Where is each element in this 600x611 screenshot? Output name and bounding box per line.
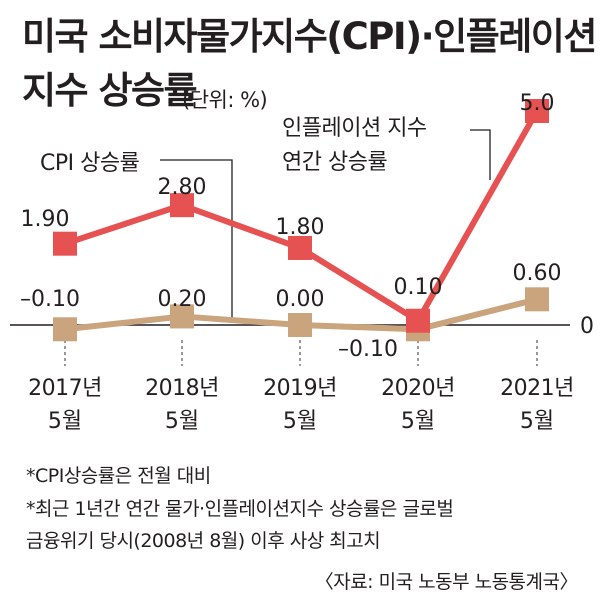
inflation-data-label: 0.10 xyxy=(394,275,443,300)
inflation-data-label: 2.80 xyxy=(158,175,207,200)
inflation-data-point xyxy=(170,193,194,218)
x-tick-label-month: 5월 xyxy=(283,409,317,434)
x-tick-label-month: 5월 xyxy=(165,409,199,434)
unit-note: (단위: %) xyxy=(182,88,268,112)
inflation-label-line1: 인플레이션 지수 xyxy=(282,116,427,141)
inflation-data-label: 5.0 xyxy=(520,91,555,116)
cpi-data-label: –0.10 xyxy=(338,337,398,362)
x-tick-label-month: 5월 xyxy=(48,409,82,434)
x-tick-label-year: 2017년 xyxy=(28,376,102,401)
chart-title-line1: 미국 소비자물가지수(CPI)·인플레이션 xyxy=(22,15,597,58)
chart-title-line2: 지수 상승률 xyxy=(22,69,198,112)
x-tick-label-month: 5월 xyxy=(401,409,435,434)
source-note: 〈자료: 미국 노동부 노동통계국〉 xyxy=(314,571,579,593)
footnote-cpi: *CPI상승률은 전월 대비 xyxy=(26,465,211,487)
cpi-data-point xyxy=(53,317,77,342)
cpi-label-leader xyxy=(160,159,233,320)
cpi-data-label: 0.20 xyxy=(158,287,207,312)
inflation-label-line2: 연간 상승률 xyxy=(282,150,388,175)
x-tick-label-month: 5월 xyxy=(520,409,554,434)
inflation-data-point xyxy=(525,99,549,123)
footnote-record-line2: 금융위기 당시(2008년 8월) 이후 사상 최고치 xyxy=(26,530,381,552)
cpi-series-label: CPI 상승률 xyxy=(40,151,140,176)
inflation-data-point xyxy=(288,235,312,260)
x-tick-label-year: 2018년 xyxy=(145,376,219,401)
cpi-data-label: –0.10 xyxy=(20,287,80,312)
x-tick-label-year: 2019년 xyxy=(263,376,337,401)
inflation-series-label: 인플레이션 지수 연간 상승률 xyxy=(282,112,427,180)
footnote-record-line1: *최근 1년간 연간 물가·인플레이션지수 상승률은 글로벌 xyxy=(26,498,454,520)
inflation-label-leader xyxy=(470,129,491,180)
inflation-data-point xyxy=(406,308,430,333)
cpi-data-point xyxy=(288,313,312,337)
cpi-data-label: 0.60 xyxy=(513,261,562,286)
cpi-data-label: 0.00 xyxy=(276,287,325,312)
cpi-data-point xyxy=(170,304,194,329)
inflation-data-point xyxy=(53,231,77,256)
inflation-data-label: 1.80 xyxy=(276,215,325,240)
x-tick-label-year: 2020년 xyxy=(381,376,455,401)
inflation-data-label: 1.90 xyxy=(21,207,70,232)
x-tick-label-year: 2021년 xyxy=(500,376,574,401)
cpi-data-point xyxy=(525,287,549,312)
zero-axis-label: 0 xyxy=(580,314,594,339)
